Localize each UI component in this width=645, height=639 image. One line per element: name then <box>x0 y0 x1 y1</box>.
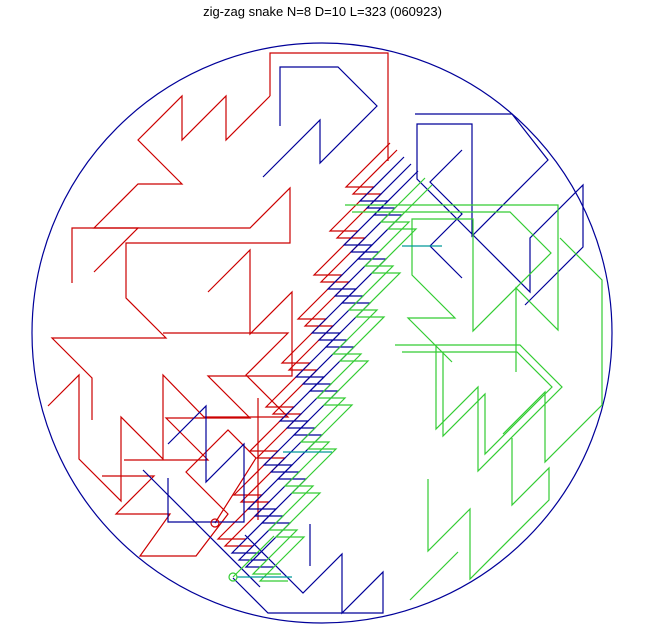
green-bottom-diagonal <box>409 551 459 601</box>
red-upper-left-zigzag <box>92 94 271 273</box>
red-left-w-zigzag <box>47 332 290 503</box>
red-center-left-arrows <box>124 248 293 461</box>
green-to-endpoint-diagonal <box>232 535 275 578</box>
green-top-corner-outer <box>345 204 559 372</box>
red-mid-left-horizontals <box>50 186 291 420</box>
green-top-corner-inner <box>352 211 552 363</box>
blue-band-line-3 <box>244 170 419 568</box>
blue-band-line-1 <box>230 156 405 554</box>
boundary-circle <box>31 42 613 624</box>
blue-lower-left-m-motif <box>167 404 245 523</box>
figure-title: zig-zag snake N=8 D=10 L=323 (060923) <box>203 4 442 19</box>
green-lower-right-ribbon <box>427 438 550 581</box>
blue-lower-left-diagonal <box>142 469 261 588</box>
blue-top-right-cluster <box>415 113 584 306</box>
red-top-rectangle <box>269 52 389 161</box>
green-band-line-1 <box>251 177 426 575</box>
green-mid-right-arrow-inner <box>402 351 553 456</box>
red-band-line-1 <box>216 142 391 540</box>
red-band-line-2 <box>223 149 398 547</box>
green-right-edge-vertical <box>502 237 603 464</box>
blue-top-right-chevrons <box>429 149 463 279</box>
blue-bottom-w-and-baseline <box>232 534 384 615</box>
blue-top-n-motif <box>262 66 378 178</box>
green-mid-right-arrow-outer <box>395 344 563 473</box>
blue-band-line-2 <box>237 163 412 561</box>
green-endpoint-marker <box>228 572 238 582</box>
red-endpoint-marker <box>210 518 220 528</box>
green-band-line-2 <box>258 184 433 582</box>
red-lower-left-arrows-to-endpoint <box>102 429 257 557</box>
